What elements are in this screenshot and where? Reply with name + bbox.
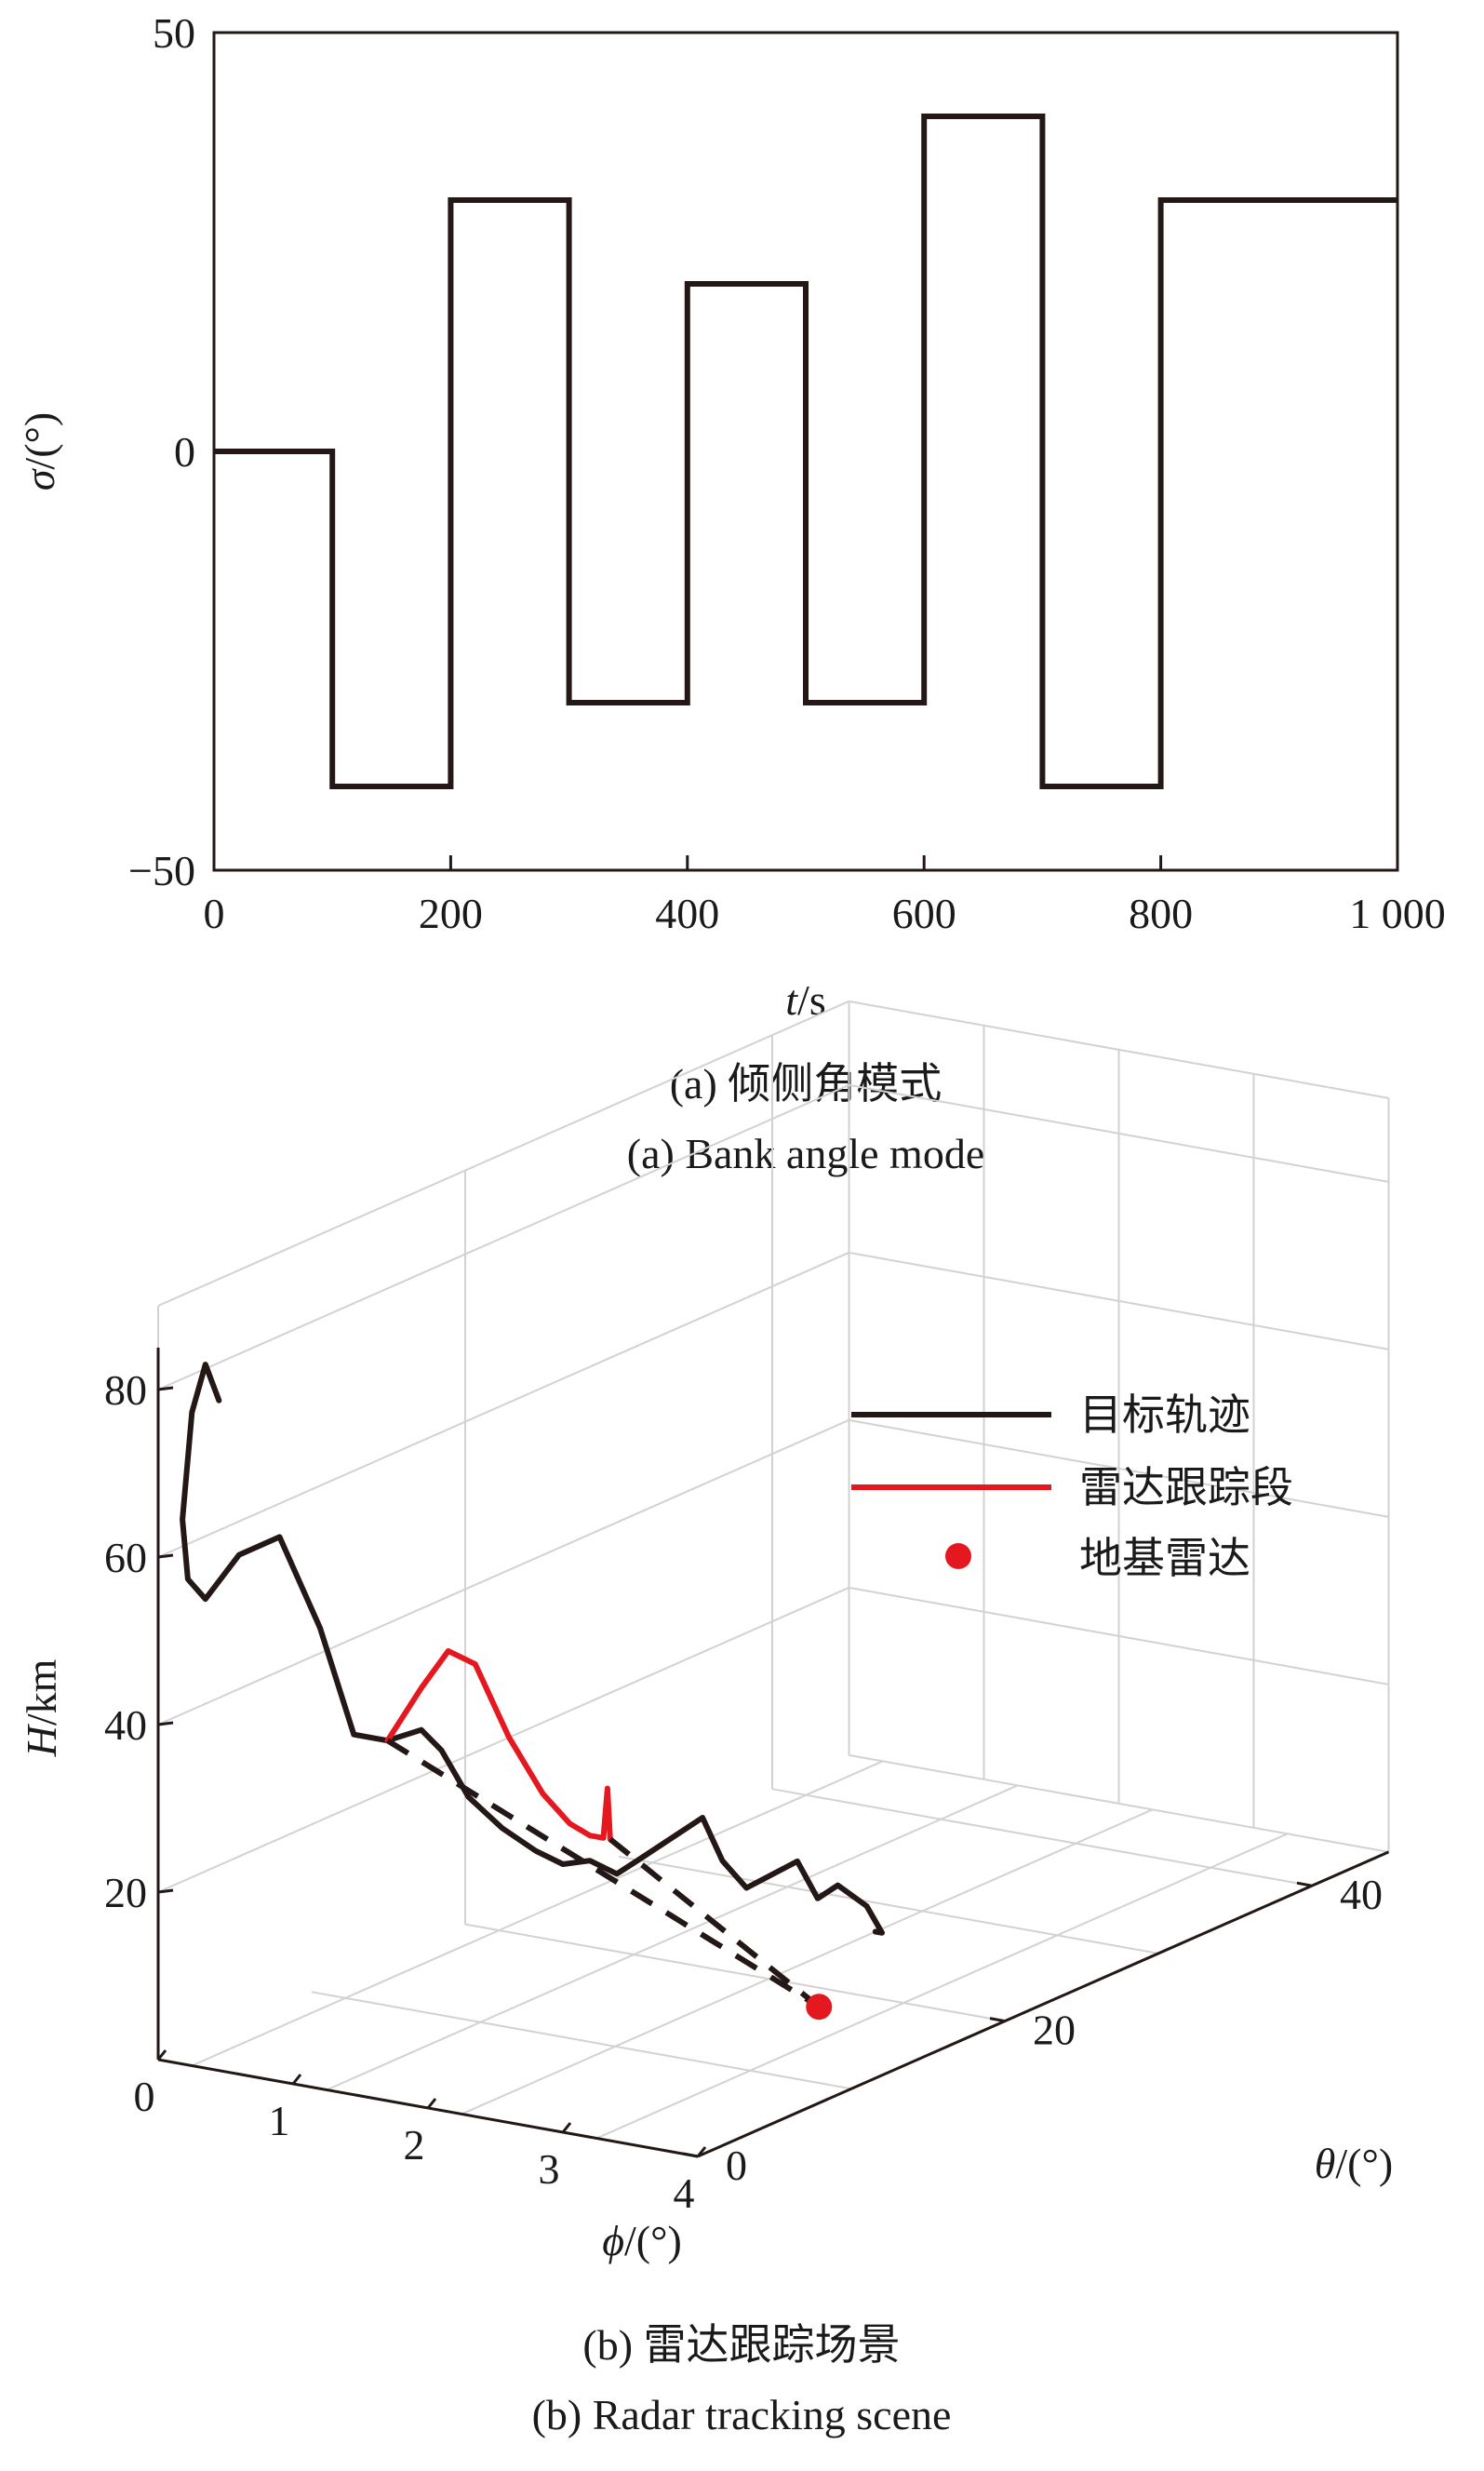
side-wall-grid-line xyxy=(157,1083,849,1390)
panel-b-x-tick-label: 0 xyxy=(134,2073,155,2120)
legend-label-tracking: 雷达跟踪段 xyxy=(1079,1464,1293,1511)
panel-a-y-axis-unit: /(°) xyxy=(16,412,63,470)
floor-grid-line xyxy=(311,1991,852,2090)
panel-a-x-axis-label: t/s xyxy=(785,976,825,1024)
side-wall-grid-line xyxy=(157,1251,849,1558)
back-wall-grid-line xyxy=(849,1083,1389,1183)
panel-b-y-axis-label: θ/(°) xyxy=(1315,2140,1393,2187)
panel-a-y-axis-var: σ xyxy=(16,467,63,490)
panel-b-caption-en: (b) Radar tracking scene xyxy=(532,2391,952,2438)
panel-b-y-tick-mark xyxy=(989,2017,1006,2023)
floor-grid-line xyxy=(326,1784,1019,2091)
side-wall-grid-line xyxy=(157,1586,849,1893)
side-wall-grid-line xyxy=(157,1418,849,1726)
panel-b-z-tick-mark xyxy=(157,1553,174,1559)
panel-b-z-tick-mark xyxy=(157,1721,174,1726)
panel-a-x-tick-label: 1 000 xyxy=(1349,890,1446,937)
panel-b-y-axis-var: θ xyxy=(1315,2140,1336,2187)
panel-a-caption-cn: (a) 倾侧角模式 xyxy=(670,1060,943,1108)
panel-b-z-tick-label: 60 xyxy=(104,1534,147,1581)
panel-b-z-axis-unit: /km xyxy=(18,1659,65,1726)
panel-a-y-tick-label: −50 xyxy=(128,847,195,894)
floor-grid-line xyxy=(618,1855,1159,1954)
panel-b-x-axis-label: ϕ/(°) xyxy=(602,2217,682,2264)
panel-b-z-tick-label: 80 xyxy=(104,1366,147,1414)
panel-b-z-axis-var: H xyxy=(18,1723,65,1757)
panel-b-caption-cn: (b) 雷达跟踪场景 xyxy=(582,2321,900,2369)
panel-b-y-axis xyxy=(697,1850,1390,2158)
panel-b-x-tick-mark xyxy=(291,2074,302,2085)
panel-b-y-tick-mark xyxy=(1296,1881,1313,1887)
panel-a-x-tick-label: 800 xyxy=(1129,890,1193,937)
panel-a-y-axis-ticks: −50 0 50 xyxy=(128,9,229,894)
ground-radar-marker xyxy=(806,1994,833,2021)
panel-a-x-tick-label: 0 xyxy=(204,890,225,937)
floor-grid-line xyxy=(595,1833,1289,2140)
panel-b-legend: 目标轨迹 雷达跟踪段 地基雷达 xyxy=(851,1391,1293,1582)
back-wall-grid-line xyxy=(849,1586,1389,1685)
legend-label-radar: 地基雷达 xyxy=(1079,1535,1250,1582)
panel-b-x-axis-var: ϕ xyxy=(602,2217,624,2264)
panel-a-x-tick-label: 600 xyxy=(892,890,956,937)
panel-b-z-tick-label: 40 xyxy=(104,1701,147,1749)
radar-line-of-sight-end xyxy=(608,1836,822,2009)
panel-b-z-tick-mark xyxy=(157,1888,174,1894)
panel-b-y-tick-label: 40 xyxy=(1340,1871,1383,1918)
panel-b-z-axis-label: H/km xyxy=(18,1659,65,1757)
panel-b-y-tick-mark xyxy=(682,2152,699,2158)
back-wall-grid-line xyxy=(849,1000,1389,1099)
panel-a-y-axis-label: σ/(°) xyxy=(16,412,63,491)
panel-b-x-axis-unit: /(°) xyxy=(624,2217,682,2264)
panel-b-x-tick-mark xyxy=(156,2049,167,2061)
floor-grid-line xyxy=(771,1788,1313,1887)
radar-tracking-segment-line xyxy=(384,1647,613,1843)
radar-line-of-sight-start xyxy=(385,1738,821,2009)
panel-a-y-tick-label: 0 xyxy=(174,428,195,476)
floor-grid-line xyxy=(461,1808,1154,2115)
panel-b-y-tick-label: 20 xyxy=(1033,2007,1076,2054)
panel-b-x-tick-label: 2 xyxy=(404,2121,425,2169)
panel-b-x-tick-mark xyxy=(696,2146,707,2157)
panel-a-x-tick-label: 400 xyxy=(655,890,719,937)
floor-grid-line xyxy=(464,1923,1006,2022)
legend-label-trajectory: 目标轨迹 xyxy=(1079,1391,1250,1439)
panel-b-y-tick-label: 0 xyxy=(726,2142,747,2189)
panel-b-z-tick-label: 20 xyxy=(104,1869,147,1916)
panel-a-x-axis-ticks: 0 200 400 600 800 1 000 xyxy=(204,855,1446,937)
panel-b-x-tick-label: 1 xyxy=(269,2097,290,2144)
floor-grid-line xyxy=(191,1760,884,2067)
panel-b-x-tick-mark xyxy=(561,2122,572,2133)
panel-a-x-axis-unit: /s xyxy=(797,976,826,1024)
legend-swatch-radar xyxy=(945,1543,971,1569)
panel-b-x-tick-mark xyxy=(426,2098,437,2109)
panel-a-caption-en: (a) Bank angle mode xyxy=(627,1130,984,1177)
panel-b-y-axis-unit: /(°) xyxy=(1335,2140,1393,2187)
back-wall-grid-line xyxy=(849,1251,1389,1350)
panel-b-x-tick-label: 3 xyxy=(539,2145,560,2193)
panel-a-x-axis-var: t xyxy=(785,976,798,1024)
panel-a-bank-angle-line xyxy=(214,114,1397,789)
side-wall-grid-line xyxy=(157,1000,849,1307)
back-wall-grid-line xyxy=(849,1418,1389,1518)
panel-a-y-tick-label: 50 xyxy=(153,9,195,57)
panel-b-z-tick-mark xyxy=(157,1386,174,1391)
panel-b-x-tick-label: 4 xyxy=(674,2169,695,2217)
panel-a-x-tick-label: 200 xyxy=(419,890,483,937)
target-trajectory-line xyxy=(180,1362,885,1936)
